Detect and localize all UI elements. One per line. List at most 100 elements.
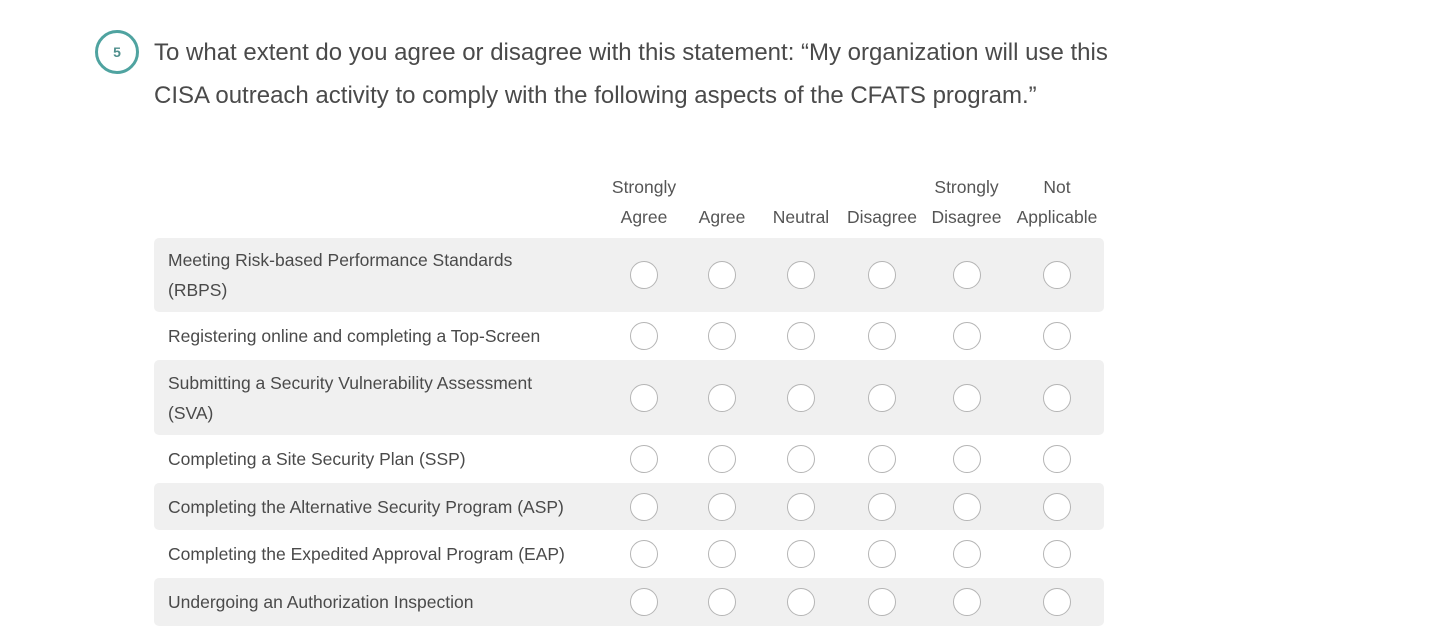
radio-agree[interactable]: [708, 445, 736, 473]
table-row: Meeting Risk-based Performance Standards…: [154, 238, 1104, 312]
radio-strongly-agree[interactable]: [630, 322, 658, 350]
radio-cell: [1010, 360, 1104, 435]
radio-strongly-agree[interactable]: [630, 540, 658, 568]
likert-matrix: Strongly Agree Agree Neutral Disagree Str…: [154, 172, 1104, 626]
radio-strongly-disagree[interactable]: [952, 322, 981, 350]
radio-cell: [1010, 435, 1104, 483]
radio-neutral[interactable]: [787, 540, 815, 568]
radio-disagree[interactable]: [868, 261, 896, 289]
table-row: Completing a Site Security Plan (SSP): [154, 435, 1104, 483]
radio-neutral[interactable]: [787, 322, 815, 350]
row-label: Completing a Site Security Plan (SSP): [168, 449, 466, 469]
table-row: Submitting a Security Vulnerability Asse…: [154, 360, 1104, 435]
radio-strongly-disagree[interactable]: [952, 383, 981, 412]
radio-cell: [605, 312, 683, 360]
radio-strongly-agree[interactable]: [630, 383, 658, 412]
radio-agree[interactable]: [708, 383, 736, 412]
radio-disagree[interactable]: [868, 445, 896, 473]
radio-cell: [761, 312, 841, 360]
radio-neutral[interactable]: [787, 588, 815, 616]
radio-cell: [683, 435, 761, 483]
radio-cell: [1010, 483, 1104, 530]
radio-cell: [923, 483, 1010, 530]
radio-not-applicable[interactable]: [1043, 383, 1071, 412]
row-label: Undergoing an Authorization Inspection: [154, 578, 605, 626]
radio-agree[interactable]: [708, 588, 736, 616]
radio-agree[interactable]: [708, 322, 736, 350]
radio-agree[interactable]: [708, 540, 736, 568]
row-label: Completing the Alternative Security Prog…: [154, 483, 605, 530]
radio-cell: [761, 360, 841, 435]
radio-not-applicable[interactable]: [1043, 445, 1071, 473]
column-header-row: Strongly Agree Agree Neutral Disagree Str…: [154, 172, 1104, 238]
radio-strongly-disagree[interactable]: [952, 588, 981, 616]
radio-strongly-disagree[interactable]: [952, 261, 981, 289]
radio-cell: [761, 530, 841, 578]
row-label-header: [154, 172, 605, 238]
row-label: Submitting a Security Vulnerability Asse…: [154, 360, 605, 435]
radio-strongly-disagree[interactable]: [952, 492, 981, 521]
radio-cell: [923, 360, 1010, 435]
table-row: Registering online and completing a Top-…: [154, 312, 1104, 360]
radio-agree[interactable]: [708, 261, 736, 289]
radio-cell: [683, 578, 761, 626]
radio-disagree[interactable]: [868, 322, 896, 350]
radio-cell: [841, 312, 923, 360]
radio-disagree[interactable]: [868, 492, 896, 521]
column-header-agree: Agree: [698, 207, 746, 227]
radio-disagree[interactable]: [868, 588, 896, 616]
radio-cell: [1010, 312, 1104, 360]
radio-not-applicable[interactable]: [1043, 492, 1071, 521]
radio-cell: [841, 530, 923, 578]
radio-cell: [605, 238, 683, 312]
radio-cell: [923, 578, 1010, 626]
radio-cell: [605, 360, 683, 435]
radio-cell: [683, 360, 761, 435]
radio-strongly-agree[interactable]: [630, 445, 658, 473]
radio-cell: [1010, 530, 1104, 578]
column-header-not-applicable: Not Applicable: [1016, 177, 1098, 227]
radio-strongly-agree[interactable]: [630, 492, 658, 521]
radio-cell: [761, 238, 841, 312]
radio-strongly-disagree[interactable]: [952, 445, 981, 473]
radio-cell: [841, 360, 923, 435]
question-text: To what extent do you agree or disagree …: [154, 39, 1108, 109]
radio-neutral[interactable]: [787, 261, 815, 289]
column-header-disagree: Disagree: [846, 207, 918, 227]
table-row: Completing the Expedited Approval Progra…: [154, 530, 1104, 578]
radio-cell: [761, 435, 841, 483]
question-number-badge: 5: [95, 30, 139, 74]
radio-strongly-agree[interactable]: [630, 261, 658, 289]
radio-disagree[interactable]: [868, 383, 896, 412]
radio-cell: [761, 483, 841, 530]
radio-not-applicable[interactable]: [1043, 540, 1071, 568]
radio-cell: [923, 435, 1010, 483]
radio-cell: [683, 312, 761, 360]
column-header-strongly-agree: Strongly Agree: [611, 177, 677, 227]
radio-neutral[interactable]: [787, 492, 815, 521]
radio-cell: [841, 435, 923, 483]
radio-cell: [841, 578, 923, 626]
column-header-strongly-disagree: Strongly Disagree: [931, 177, 1002, 227]
radio-cell: [841, 483, 923, 530]
radio-not-applicable[interactable]: [1043, 322, 1071, 350]
radio-cell: [1010, 578, 1104, 626]
radio-not-applicable[interactable]: [1043, 261, 1071, 289]
table-row: Undergoing an Authorization Inspection: [154, 578, 1104, 626]
radio-neutral[interactable]: [787, 383, 815, 412]
radio-cell: [605, 530, 683, 578]
row-label: Meeting Risk-based Performance Standards…: [154, 238, 605, 312]
radio-disagree[interactable]: [868, 540, 896, 568]
table-row: Completing the Alternative Security Prog…: [154, 483, 1104, 530]
radio-strongly-agree[interactable]: [630, 588, 658, 616]
radio-cell: [605, 483, 683, 530]
radio-cell: [923, 312, 1010, 360]
radio-agree[interactable]: [708, 492, 736, 521]
row-label: Registering online and completing a Top-…: [168, 326, 541, 346]
radio-strongly-disagree[interactable]: [952, 540, 981, 568]
radio-neutral[interactable]: [787, 445, 815, 473]
radio-not-applicable[interactable]: [1043, 588, 1071, 616]
radio-cell: [683, 238, 761, 312]
radio-cell: [841, 238, 923, 312]
column-header-neutral: Neutral: [772, 207, 830, 227]
